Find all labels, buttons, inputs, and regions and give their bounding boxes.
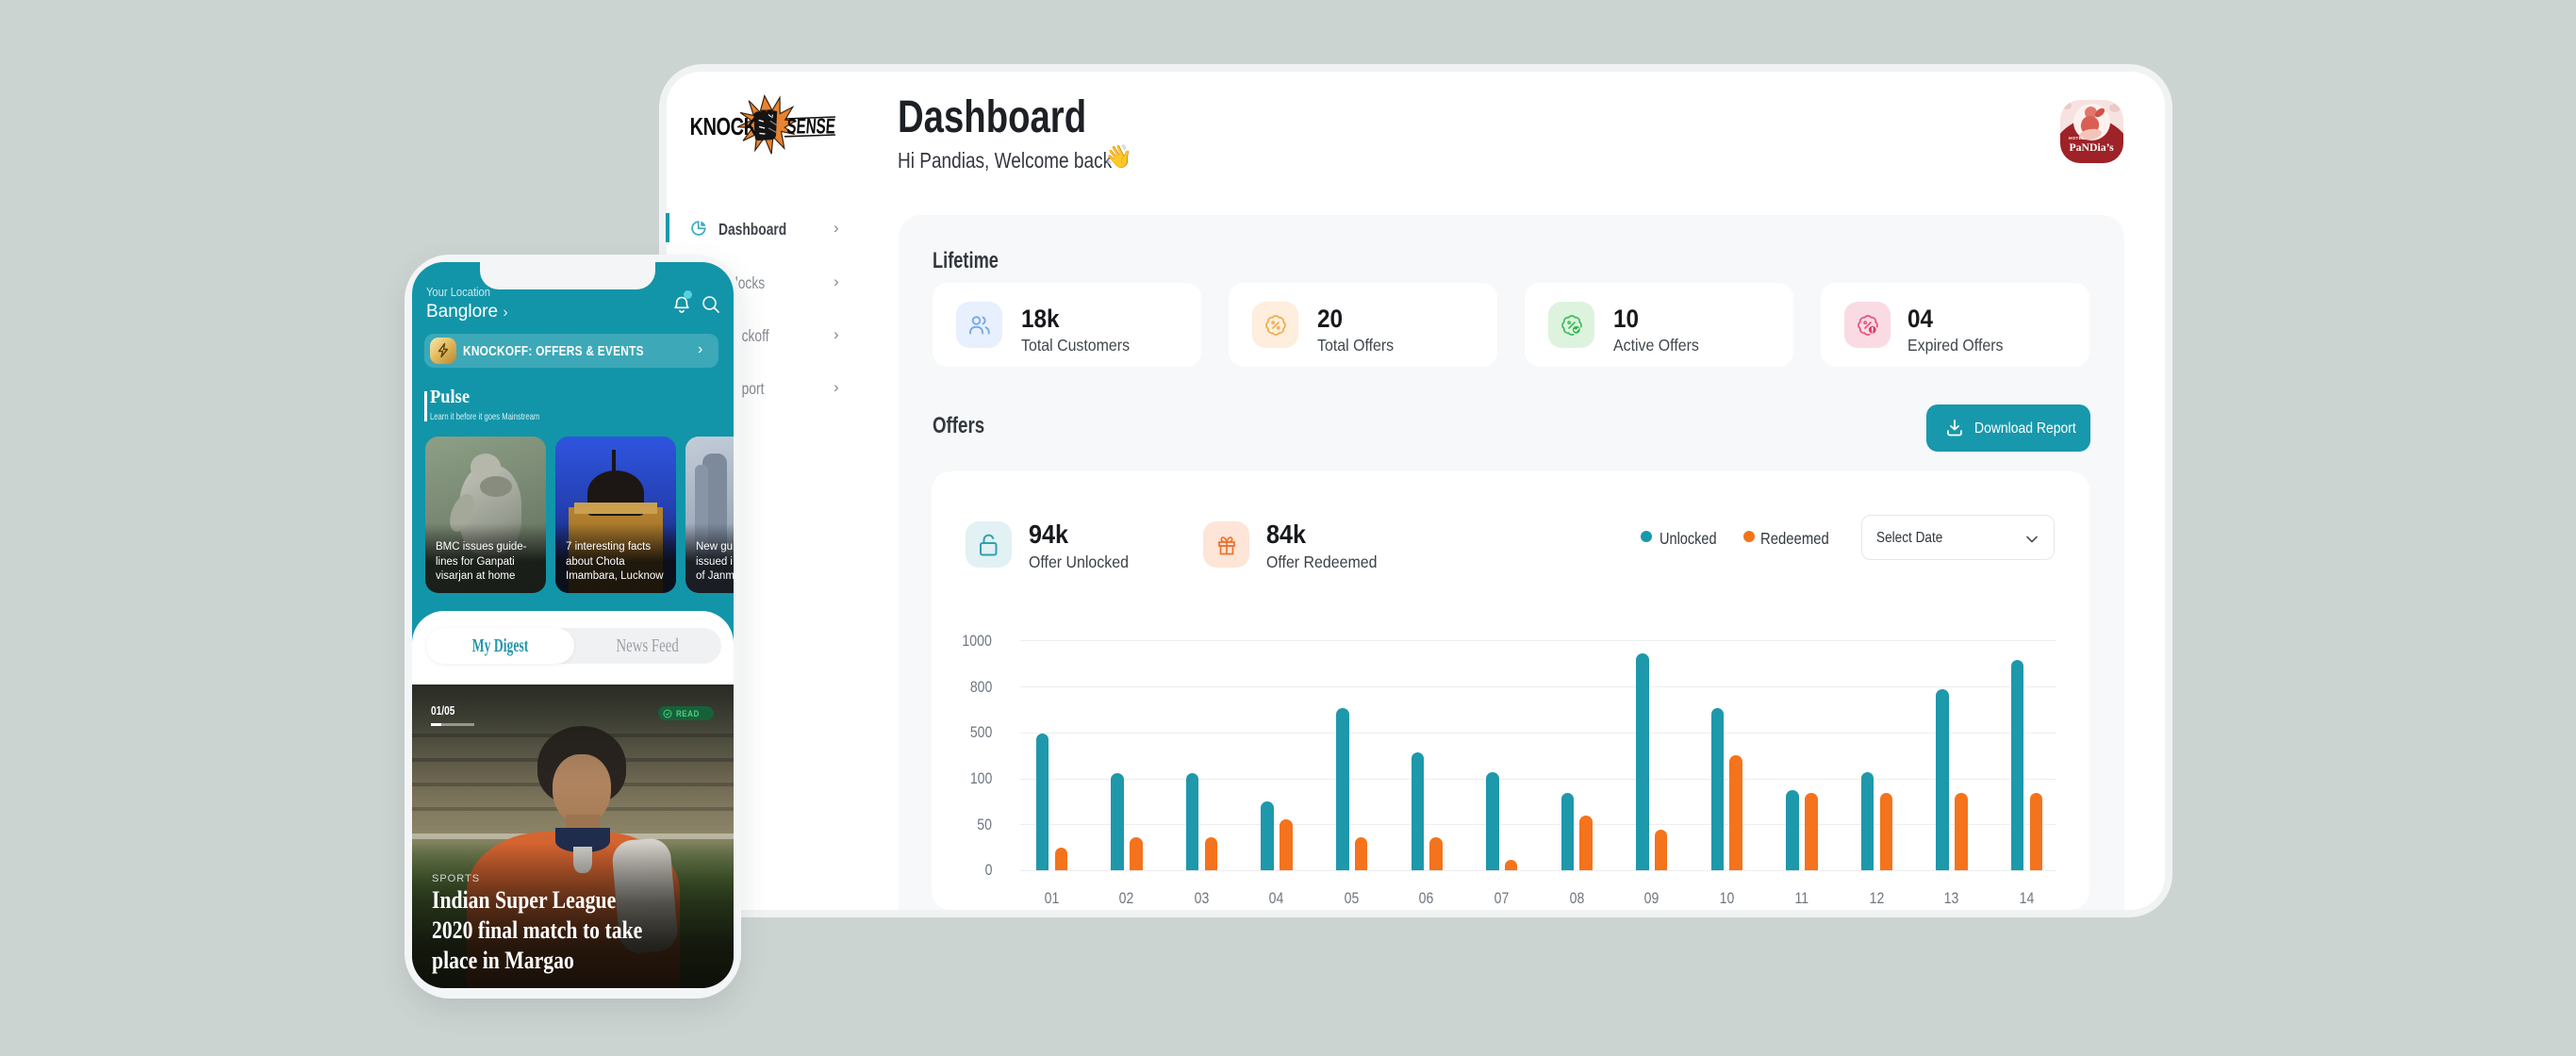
svg-text:SENSE: SENSE [786,114,836,139]
svg-text:KNOCK: KNOCK [690,113,758,140]
